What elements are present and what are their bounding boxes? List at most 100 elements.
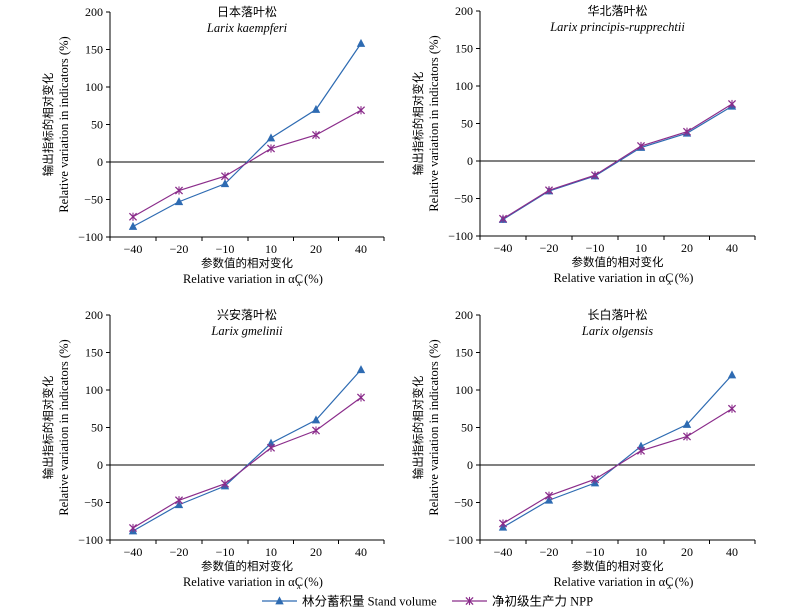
npp-point (128, 523, 138, 533)
panel-subtitle: Larix kaempferi (206, 21, 288, 35)
x-tick-label: 20 (681, 545, 693, 559)
npp-point (220, 479, 230, 488)
npp-point (174, 496, 184, 505)
x-axis-label-cn: 参数值的相对变化 (572, 559, 664, 573)
x-axis-label-cn: 参数值的相对变化 (572, 255, 664, 269)
y-axis-label-en: Relative variation in indicators (%) (57, 339, 71, 515)
x-tick-label: 20 (310, 545, 322, 559)
stand-volume-point (220, 179, 230, 188)
series-line-stand-volume (132, 43, 362, 228)
x-tick-label: 40 (726, 545, 738, 559)
x-tick-label: 40 (726, 241, 738, 255)
x-tick-label: 10 (635, 545, 647, 559)
y-tick-label: −100 (78, 533, 103, 547)
npp-point (590, 171, 600, 180)
x-tick-label: 10 (265, 242, 277, 256)
x-tick-label: 20 (310, 242, 322, 256)
x-tick-label: −20 (540, 545, 559, 559)
x-tick-label: −20 (540, 241, 559, 255)
y-tick-label: 0 (97, 458, 103, 472)
x-axis-label-suffix: x (%) (296, 272, 323, 288)
x-axis-label-suffix: x (%) (667, 575, 694, 591)
x-tick-label: 20 (681, 241, 693, 255)
y-tick-label: −100 (448, 229, 473, 243)
panel-subtitle: Larix gmelinii (210, 324, 283, 338)
y-tick-label: −50 (454, 496, 473, 510)
y-tick-label: −50 (84, 193, 103, 207)
y-tick-label: 150 (455, 346, 473, 360)
panel-subtitle: Larix olgensis (581, 324, 653, 338)
y-tick-label: 100 (455, 79, 473, 93)
npp-point (266, 144, 276, 153)
npp-point (590, 475, 600, 484)
y-tick-label: 100 (85, 80, 103, 94)
panel-subtitle: Larix principis-rupprechtii (549, 20, 685, 34)
panel-title: 长白落叶松 (587, 307, 647, 322)
series-line-npp (502, 408, 733, 525)
y-tick-label: 50 (91, 421, 103, 435)
panel-title: 日本落叶松 (217, 5, 277, 19)
stand-volume-point (356, 38, 366, 47)
x-tick-label: −10 (216, 242, 235, 256)
legend-npp-marker (465, 596, 474, 606)
legend-npp-label: 净初级生产力 NPP (492, 595, 593, 609)
npp-point (727, 404, 737, 413)
x-axis-label-en: Relative variation in αC (183, 272, 303, 286)
stand-volume-point (174, 197, 184, 206)
stand-volume-point (311, 104, 321, 113)
chart-panel-4: 长白落叶松 Larix olgensis −100 −50 0 50 100 150 200 −4… (411, 307, 756, 591)
y-tick-label: 100 (455, 383, 473, 397)
stand-volume-point (682, 419, 692, 428)
y-tick-label: −100 (78, 230, 103, 244)
y-tick-label: 150 (85, 43, 103, 57)
series-line-stand-volume (502, 105, 733, 221)
x-axis-label-suffix: x (%) (667, 271, 694, 287)
stand-volume-point (266, 438, 276, 447)
stand-volume-point (311, 415, 321, 424)
x-tick-label: −40 (124, 545, 143, 559)
y-tick-label: 200 (85, 5, 103, 19)
x-axis-label-en: Relative variation in αC (553, 271, 673, 285)
panel-title: 华北落叶松 (587, 4, 647, 18)
npp-point (544, 491, 554, 500)
y-axis-label-cn: 输出指标的相对变化 (411, 71, 425, 175)
x-tick-label: 40 (355, 242, 367, 256)
npp-point (266, 443, 276, 452)
series-line-npp (502, 103, 733, 220)
x-axis-label-cn: 参数值的相对变化 (201, 559, 293, 573)
y-tick-label: 50 (91, 118, 103, 132)
y-tick-label: −100 (448, 533, 473, 547)
stand-volume-point (128, 221, 138, 230)
legend: 林分蓄积量 Stand volume 净初级生产力 NPP (262, 595, 593, 609)
npp-point (636, 446, 646, 455)
npp-point (311, 130, 321, 140)
npp-point (174, 186, 184, 195)
y-axis-label-en: Relative variation in indicators (%) (427, 35, 441, 211)
x-tick-label: −10 (586, 545, 605, 559)
chart-panel-2: 华北落叶松 Larix principis-rupprechtii −100 −50 0… (411, 4, 756, 287)
y-tick-label: 200 (85, 308, 103, 322)
x-tick-label: 10 (265, 545, 277, 559)
x-tick-label: −10 (586, 241, 605, 255)
stand-volume-point (356, 365, 366, 374)
y-tick-label: 0 (97, 155, 103, 169)
series-line-npp (132, 109, 362, 218)
y-tick-label: 50 (461, 421, 473, 435)
stand-volume-point (266, 133, 276, 142)
y-axis-label-en: Relative variation in indicators (%) (57, 36, 71, 212)
x-tick-label: −40 (124, 242, 143, 256)
y-tick-label: 200 (455, 4, 473, 18)
x-tick-label: −10 (216, 545, 235, 559)
x-tick-label: 10 (635, 241, 647, 255)
legend-stand-label: 林分蓄积量 Stand volume (302, 595, 437, 609)
npp-point (727, 99, 737, 109)
x-axis-label-suffix: x (%) (296, 575, 323, 591)
legend-stand-marker (275, 596, 284, 605)
y-tick-label: 150 (455, 42, 473, 56)
x-axis-label-en: Relative variation in αC (553, 575, 673, 589)
chart-panel-3: 兴安落叶松 Larix gmelinii −100 −50 0 50 100 150 200 −4… (41, 307, 385, 591)
x-tick-label: −20 (170, 545, 189, 559)
x-tick-label: −20 (170, 242, 189, 256)
y-tick-label: 0 (467, 154, 473, 168)
